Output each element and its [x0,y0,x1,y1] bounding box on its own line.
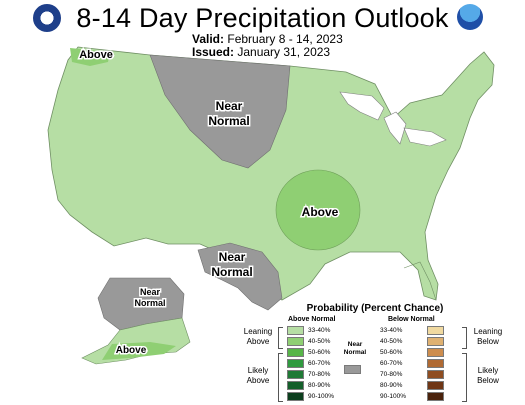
legend-below-range: 60-70% [380,360,403,367]
legend-above-row: 90-100% [284,392,334,401]
near-normal-line1: Near [347,341,363,348]
legend-above-row: 40-50% [284,337,330,346]
legend-above-swatch [287,348,304,357]
north-near-normal-region [149,54,291,169]
legend-below-row: 50-60% [380,348,444,357]
legend-below-row: 70-80% [380,370,444,379]
legend-below-range: 40-50% [380,338,403,345]
legend-title: Probability (Percent Chance) [306,303,444,314]
legend-below-swatch [427,359,444,368]
likely-above-line2: Above [246,376,270,385]
legend-above-row: 50-60% [284,348,330,357]
legend-below-row: 80-90% [380,381,444,390]
central-above-40-50-region [275,169,361,251]
legend-above-row: 60-70% [284,359,330,368]
legend-below-header: Below Normal [388,316,435,323]
label-near-alaska-line1: Near [140,287,161,297]
valid-dates: February 8 - 14, 2023 [227,32,343,46]
legend-below-swatch [427,370,444,379]
valid-label: Valid: [192,32,225,46]
legend-likely-above: Likely Above [240,366,276,386]
likely-above-line1: Likely [247,366,269,375]
legend-above-swatch [287,359,304,368]
legend-above-range: 70-80% [308,371,331,378]
legend-below-range: 33-40% [380,327,403,334]
label-near-north-line2: Normal [208,114,249,128]
legend-near-normal-label: Near Normal [340,341,370,357]
near-normal-line2: Normal [343,349,367,356]
issued-line: Issued: January 31, 2023 [192,45,330,59]
alaska-above-40-50-region [102,342,176,360]
valid-line: Valid: February 8 - 14, 2023 [192,32,343,46]
legend-above-range: 40-50% [308,338,331,345]
legend-below-row: 40-50% [380,337,444,346]
legend-above-range: 33-40% [308,327,331,334]
label-near-south-line1: Near [219,250,246,264]
label-near-south-line2: Normal [211,265,252,279]
legend-below-swatch [427,337,444,346]
legend-above-row: 33-40% [284,326,330,335]
legend-above-swatch [287,326,304,335]
label-above-central: Above [302,205,339,219]
legend-above-range: 80-90% [308,382,331,389]
likely-below-line1: Likely [477,366,499,375]
likely-below-line2: Below [477,376,499,385]
legend-near-normal-swatch [344,365,361,374]
likely-below-bracket [462,353,467,402]
south-near-normal-region [197,242,283,311]
legend-below-range: 70-80% [380,371,403,378]
legend-above-row: 70-80% [284,370,330,379]
legend-below-range: 80-90% [380,382,403,389]
issued-date: January 31, 2023 [237,45,331,59]
label-near-north-line1: Near [216,99,243,113]
legend-likely-below: Likely Below [468,366,508,386]
probability-legend: Probability (Percent Chance) Above Norma… [240,303,510,403]
florida-outline [403,261,437,301]
great-lakes [339,91,447,147]
legend-above-swatch [287,370,304,379]
legend-below-swatch [427,381,444,390]
legend-below-row: 60-70% [380,359,444,368]
legend-below-swatch [427,348,444,357]
leaning-below-bracket [462,327,467,349]
legend-leaning-above: Leaning Above [240,327,276,347]
leaning-above-line1: Leaning [243,327,273,336]
leaning-below-line2: Below [477,337,499,346]
likely-above-bracket [278,353,283,402]
legend-below-row: 90-100% [380,392,444,401]
legend-below-range: 50-60% [380,349,403,356]
legend-above-swatch [287,337,304,346]
issued-label: Issued: [192,45,235,59]
legend-below-swatch [427,392,444,401]
legend-above-swatch [287,392,304,401]
label-above-alaska: Above [116,345,147,356]
map-title: 8-14 Day Precipitation Outlook [76,3,449,33]
legend-above-swatch [287,381,304,390]
legend-below-row: 33-40% [380,326,444,335]
northwest-above-40-50-region [70,48,110,66]
legend-leaning-below: Leaning Below [468,327,508,347]
label-near-alaska-line2: Normal [134,298,165,308]
leaning-above-line2: Above [246,337,270,346]
leaning-above-bracket [278,327,283,349]
doc-seal-icon [33,4,61,32]
legend-below-swatch [427,326,444,335]
legend-above-range: 60-70% [308,360,331,367]
noaa-logo-icon [457,4,483,30]
legend-above-range: 90-100% [308,393,335,400]
label-above-northwest: Above [79,49,113,61]
legend-below-range: 90-100% [380,393,407,400]
legend-above-row: 80-90% [284,381,330,390]
legend-above-header: Above Normal [288,316,336,323]
leaning-below-line1: Leaning [473,327,503,336]
legend-above-range: 50-60% [308,349,331,356]
